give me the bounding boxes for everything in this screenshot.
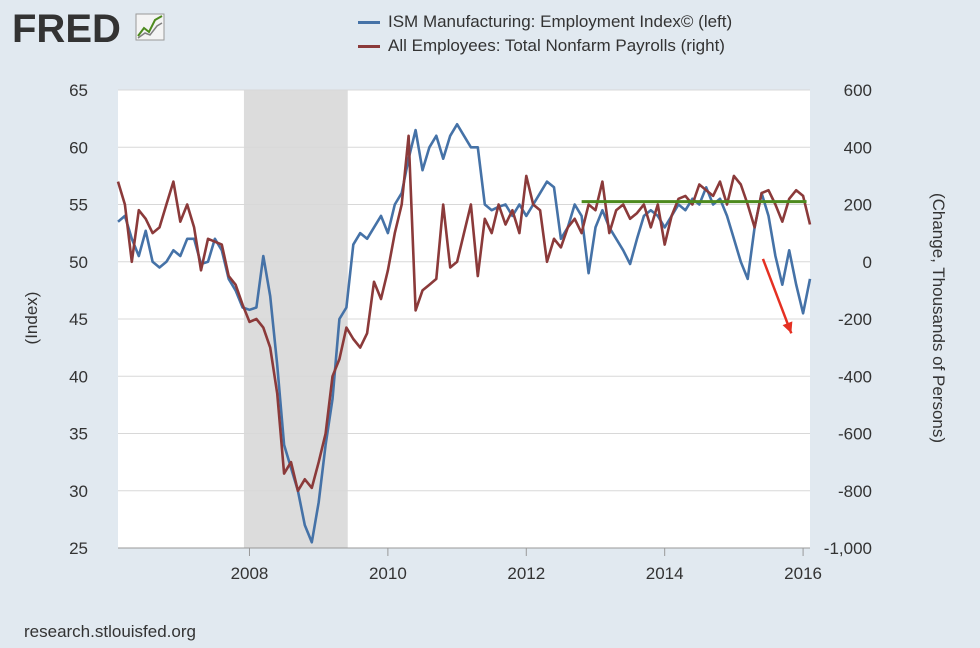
arrow-head xyxy=(782,321,793,334)
y-axis-label-left: (Index) xyxy=(22,292,41,345)
x-tick-label: 2010 xyxy=(369,564,407,583)
y-tick-label-right: 400 xyxy=(844,138,872,157)
y-tick-label-right: -600 xyxy=(838,425,872,444)
x-tick-label: 2008 xyxy=(231,564,269,583)
y-tick-label-left: 65 xyxy=(69,81,88,100)
fred-logo[interactable]: FRED xyxy=(12,6,172,55)
x-tick-label: 2012 xyxy=(507,564,545,583)
legend-item-payrolls[interactable]: All Employees: Total Nonfarm Payrolls (r… xyxy=(358,34,732,58)
y-tick-label-left: 35 xyxy=(69,425,88,444)
chart-legend: ISM Manufacturing: Employment Index© (le… xyxy=(358,10,732,58)
arrow-shaft xyxy=(761,258,793,334)
legend-swatch-payrolls xyxy=(358,44,380,48)
fred-logo-graphic: FRED xyxy=(12,7,165,51)
y-tick-label-right: 600 xyxy=(844,81,872,100)
y-tick-label-left: 45 xyxy=(69,310,88,329)
legend-label-payrolls: All Employees: Total Nonfarm Payrolls (r… xyxy=(388,36,725,55)
legend-label-ism: ISM Manufacturing: Employment Index© (le… xyxy=(388,12,733,31)
line-chart-icon xyxy=(135,13,165,41)
y-tick-label-right: -200 xyxy=(838,310,872,329)
y-tick-label-right: -800 xyxy=(838,482,872,501)
x-tick-label: 2014 xyxy=(646,564,684,583)
logo-text: FRED xyxy=(12,7,121,50)
y-tick-label-right: -1,000 xyxy=(824,539,872,558)
y-tick-label-left: 30 xyxy=(69,482,88,501)
y-tick-label-right: -400 xyxy=(838,367,872,386)
y-tick-label-right: 200 xyxy=(844,196,872,215)
y-tick-label-left: 50 xyxy=(69,253,88,272)
y-tick-label-left: 40 xyxy=(69,367,88,386)
chart-area: 2008 2010 2012 2014 2016 25 30 35 40 45 50 55 60 65 -1… xyxy=(22,81,948,583)
series-line-payrolls xyxy=(116,134,812,493)
x-tick-label: 2016 xyxy=(784,564,822,583)
y-tick-label-left: 60 xyxy=(69,138,88,157)
y-axis-label-right: (Change, Thousands of Persons) xyxy=(929,193,948,443)
y-tick-label-right: 0 xyxy=(863,253,872,272)
legend-item-ism[interactable]: ISM Manufacturing: Employment Index© (le… xyxy=(358,10,732,34)
source-link[interactable]: research.stlouisfed.org xyxy=(24,622,196,641)
y-tick-label-left: 25 xyxy=(69,539,88,558)
annotations xyxy=(581,200,807,334)
axes: 2008 2010 2012 2014 2016 25 30 35 40 45 50 55 60 65 -1… xyxy=(69,81,872,583)
y-tick-label-left: 55 xyxy=(69,196,88,215)
legend-swatch-ism xyxy=(358,20,380,24)
